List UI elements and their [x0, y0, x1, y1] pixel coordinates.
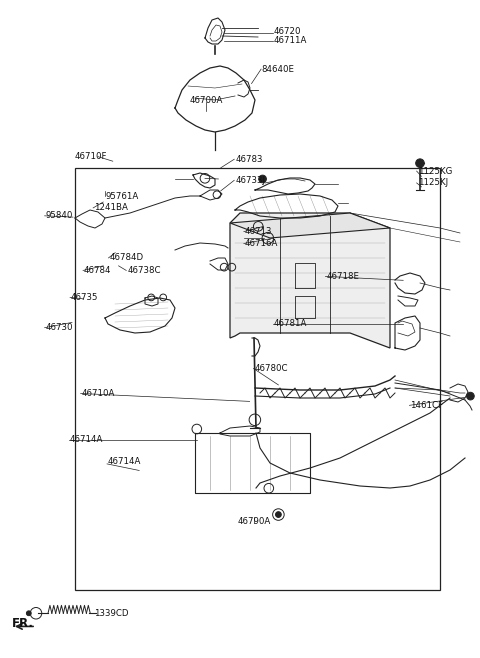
- Text: 1339CD: 1339CD: [94, 609, 128, 618]
- Circle shape: [26, 611, 31, 616]
- Text: 46733J: 46733J: [235, 176, 265, 185]
- Text: 46784: 46784: [84, 266, 111, 275]
- Text: 84640E: 84640E: [262, 64, 295, 74]
- Text: 46710A: 46710A: [82, 389, 115, 398]
- Text: 46713: 46713: [245, 227, 272, 236]
- Text: 46710F: 46710F: [74, 152, 107, 161]
- Text: 46738C: 46738C: [127, 266, 161, 275]
- Polygon shape: [230, 213, 390, 348]
- Text: 1125KJ: 1125KJ: [418, 178, 448, 188]
- Text: 46716A: 46716A: [245, 239, 278, 248]
- Text: 95761A: 95761A: [106, 191, 139, 201]
- Text: 46783: 46783: [235, 155, 263, 164]
- Text: FR.: FR.: [12, 617, 34, 630]
- Text: 46720: 46720: [274, 27, 301, 36]
- Text: 46714A: 46714A: [108, 457, 142, 467]
- Text: 46784D: 46784D: [109, 253, 144, 263]
- Circle shape: [276, 512, 281, 517]
- Text: 46780C: 46780C: [254, 364, 288, 373]
- Text: 1461CF: 1461CF: [410, 401, 444, 410]
- Text: 46714A: 46714A: [70, 435, 103, 444]
- Text: 1241BA: 1241BA: [94, 203, 128, 213]
- Text: 46790A: 46790A: [238, 517, 271, 526]
- Text: 46781A: 46781A: [274, 319, 307, 328]
- Circle shape: [259, 175, 266, 183]
- Text: 46718E: 46718E: [326, 272, 360, 281]
- Text: 46700A: 46700A: [190, 95, 223, 105]
- Text: 95840: 95840: [46, 211, 73, 220]
- Polygon shape: [230, 213, 390, 238]
- Circle shape: [467, 392, 474, 400]
- Bar: [75, 168, 440, 590]
- Text: 46735: 46735: [71, 293, 98, 302]
- Text: 1125KG: 1125KG: [418, 166, 452, 176]
- Text: 46730: 46730: [46, 323, 73, 332]
- Circle shape: [416, 159, 424, 168]
- Text: 46711A: 46711A: [274, 36, 307, 45]
